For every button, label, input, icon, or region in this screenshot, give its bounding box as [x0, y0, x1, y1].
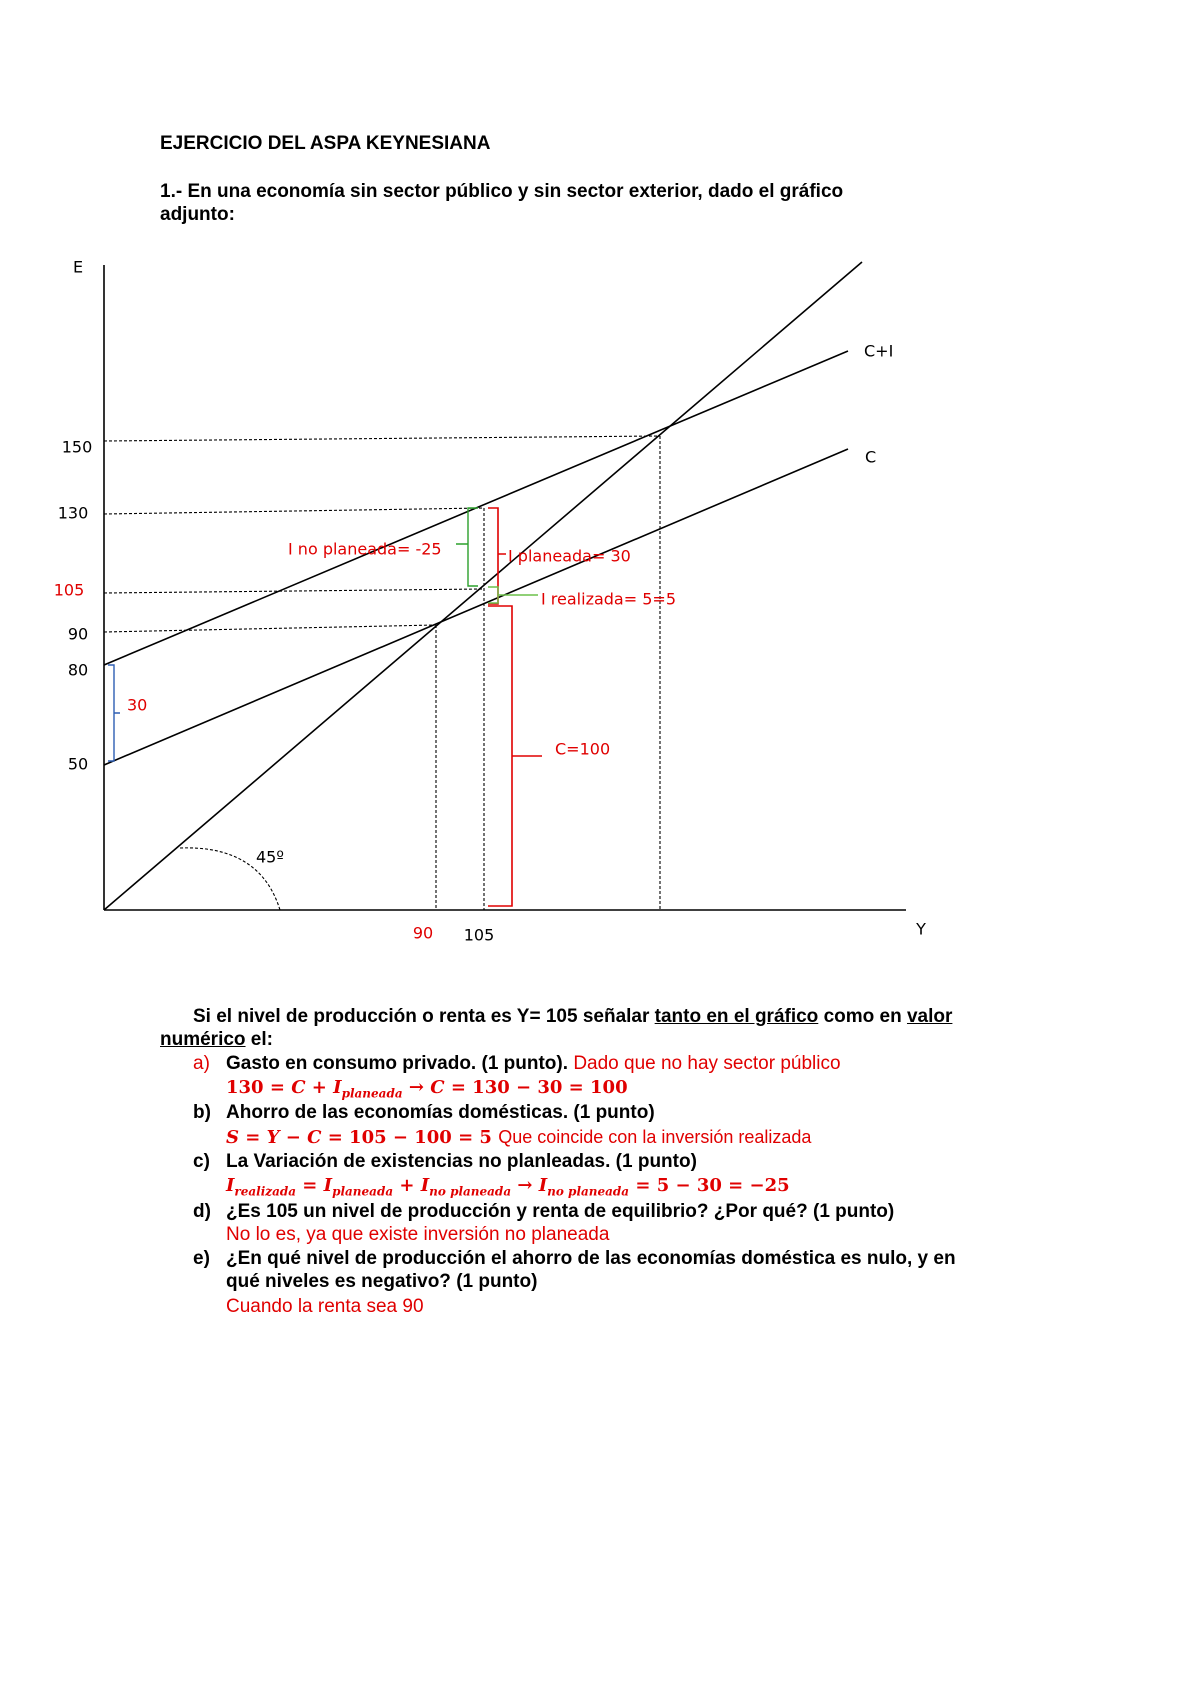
- f: S: [226, 1127, 239, 1148]
- formula: Irealizada = Iplaneada + Ino planeada → …: [226, 1174, 790, 1204]
- line-45: [103, 261, 863, 911]
- brace-c: [488, 605, 542, 907]
- f: =: [296, 1175, 324, 1196]
- f: = 105 − 100 = 5: [321, 1127, 499, 1148]
- f: C: [430, 1077, 445, 1098]
- item-text: La Variación de existencias no planleada…: [226, 1151, 697, 1172]
- f: no planeada: [429, 1184, 512, 1199]
- item-label: e): [193, 1248, 210, 1269]
- f: = 5 − 30 = −25: [629, 1175, 790, 1196]
- brace-no-planeada: [456, 507, 478, 587]
- answer: No lo es, ya que existe inversión no pla…: [226, 1224, 610, 1245]
- y-tick-label: 130: [58, 504, 89, 523]
- brace-planeada: [488, 507, 506, 605]
- formula: S = Y − C = 105 − 100 = 5 Que coincide c…: [226, 1126, 811, 1149]
- line-c: [103, 448, 849, 766]
- guide-150: [103, 435, 661, 442]
- f: no planeada: [547, 1184, 630, 1199]
- x-tick-label: 90: [413, 924, 433, 943]
- guide-130: [103, 507, 485, 515]
- y-tick-label: 105: [54, 581, 85, 600]
- line-label: C+I: [864, 342, 893, 361]
- item-label: a): [193, 1053, 210, 1074]
- f: I: [226, 1175, 235, 1196]
- f: = 130 − 30 = 100: [444, 1077, 628, 1098]
- y-axis-label: E: [73, 258, 83, 277]
- formula: 130 = C + Iplaneada → C = 130 − 30 = 100: [226, 1076, 628, 1106]
- underlined: tanto en el gráfico: [654, 1006, 819, 1027]
- brace-realizada: [488, 586, 538, 604]
- f: I: [420, 1175, 430, 1196]
- annotation: 30: [127, 696, 147, 715]
- y-tick-label: 80: [68, 661, 88, 680]
- guide-90: [103, 624, 437, 633]
- answer: Dado que no hay sector público: [573, 1053, 841, 1074]
- title: EJERCICIO DEL ASPA KEYNESIANA: [160, 133, 491, 154]
- angle-arc: [179, 847, 281, 911]
- annotation: I planeada= 30: [508, 547, 631, 566]
- f: planeada: [332, 1184, 394, 1199]
- text: Si el nivel de producción o renta es Y= …: [193, 1006, 655, 1027]
- item-label: d): [193, 1201, 211, 1222]
- x-tick-label: 105: [464, 926, 495, 945]
- f: −: [279, 1127, 308, 1148]
- diagram: E Y 150 130 105 90 80 50 90 105 C+I C 45…: [54, 258, 926, 945]
- angle-label: 45º: [256, 848, 284, 867]
- f: 130 =: [226, 1077, 292, 1098]
- f: →: [511, 1175, 539, 1196]
- f: +: [393, 1175, 421, 1196]
- f: I: [538, 1175, 548, 1196]
- item-text: Gasto en consumo privado. (1 punto). Dad…: [226, 1052, 841, 1075]
- text: el:: [245, 1029, 273, 1050]
- f: C: [291, 1077, 306, 1098]
- f: C: [307, 1127, 322, 1148]
- item-text: ¿En qué nivel de producción el ahorro de…: [226, 1248, 956, 1292]
- y-tick-label: 50: [68, 755, 88, 774]
- answer: Cuando la renta sea 90: [226, 1296, 424, 1317]
- f: Y: [266, 1127, 280, 1148]
- f: realizada: [234, 1184, 297, 1199]
- item-label: b): [193, 1102, 211, 1123]
- item-text: ¿Es 105 un nivel de producción y renta d…: [226, 1201, 895, 1222]
- y-tick-label: 90: [68, 625, 88, 644]
- question: 1.- En una economía sin sector público y…: [160, 181, 844, 225]
- intro: Si el nivel de producción o renta es Y= …: [160, 1005, 960, 1051]
- f: +: [305, 1077, 334, 1098]
- annotation: I no planeada= -25: [288, 540, 442, 559]
- annotation: C=100: [555, 740, 610, 759]
- brace-30: [108, 664, 120, 762]
- annotation: I realizada= 5=5: [541, 590, 676, 609]
- line-label: C: [865, 448, 876, 467]
- item-text: Ahorro de las economías domésticas. (1 p…: [226, 1102, 655, 1123]
- f: planeada: [341, 1086, 403, 1101]
- guide-105: [103, 588, 485, 594]
- f: =: [239, 1127, 267, 1148]
- y-tick-label: 150: [62, 438, 93, 457]
- f: I: [323, 1175, 333, 1196]
- x-axis-label: Y: [915, 920, 926, 939]
- underlined: valor numérico: [160, 1006, 953, 1050]
- f: →: [402, 1077, 431, 1098]
- f: I: [333, 1077, 342, 1098]
- text: como en: [818, 1006, 907, 1027]
- question: Gasto en consumo privado. (1 punto).: [226, 1053, 569, 1074]
- item-label: c): [193, 1151, 210, 1172]
- f: Que coincide con la inversión realizada: [498, 1127, 812, 1147]
